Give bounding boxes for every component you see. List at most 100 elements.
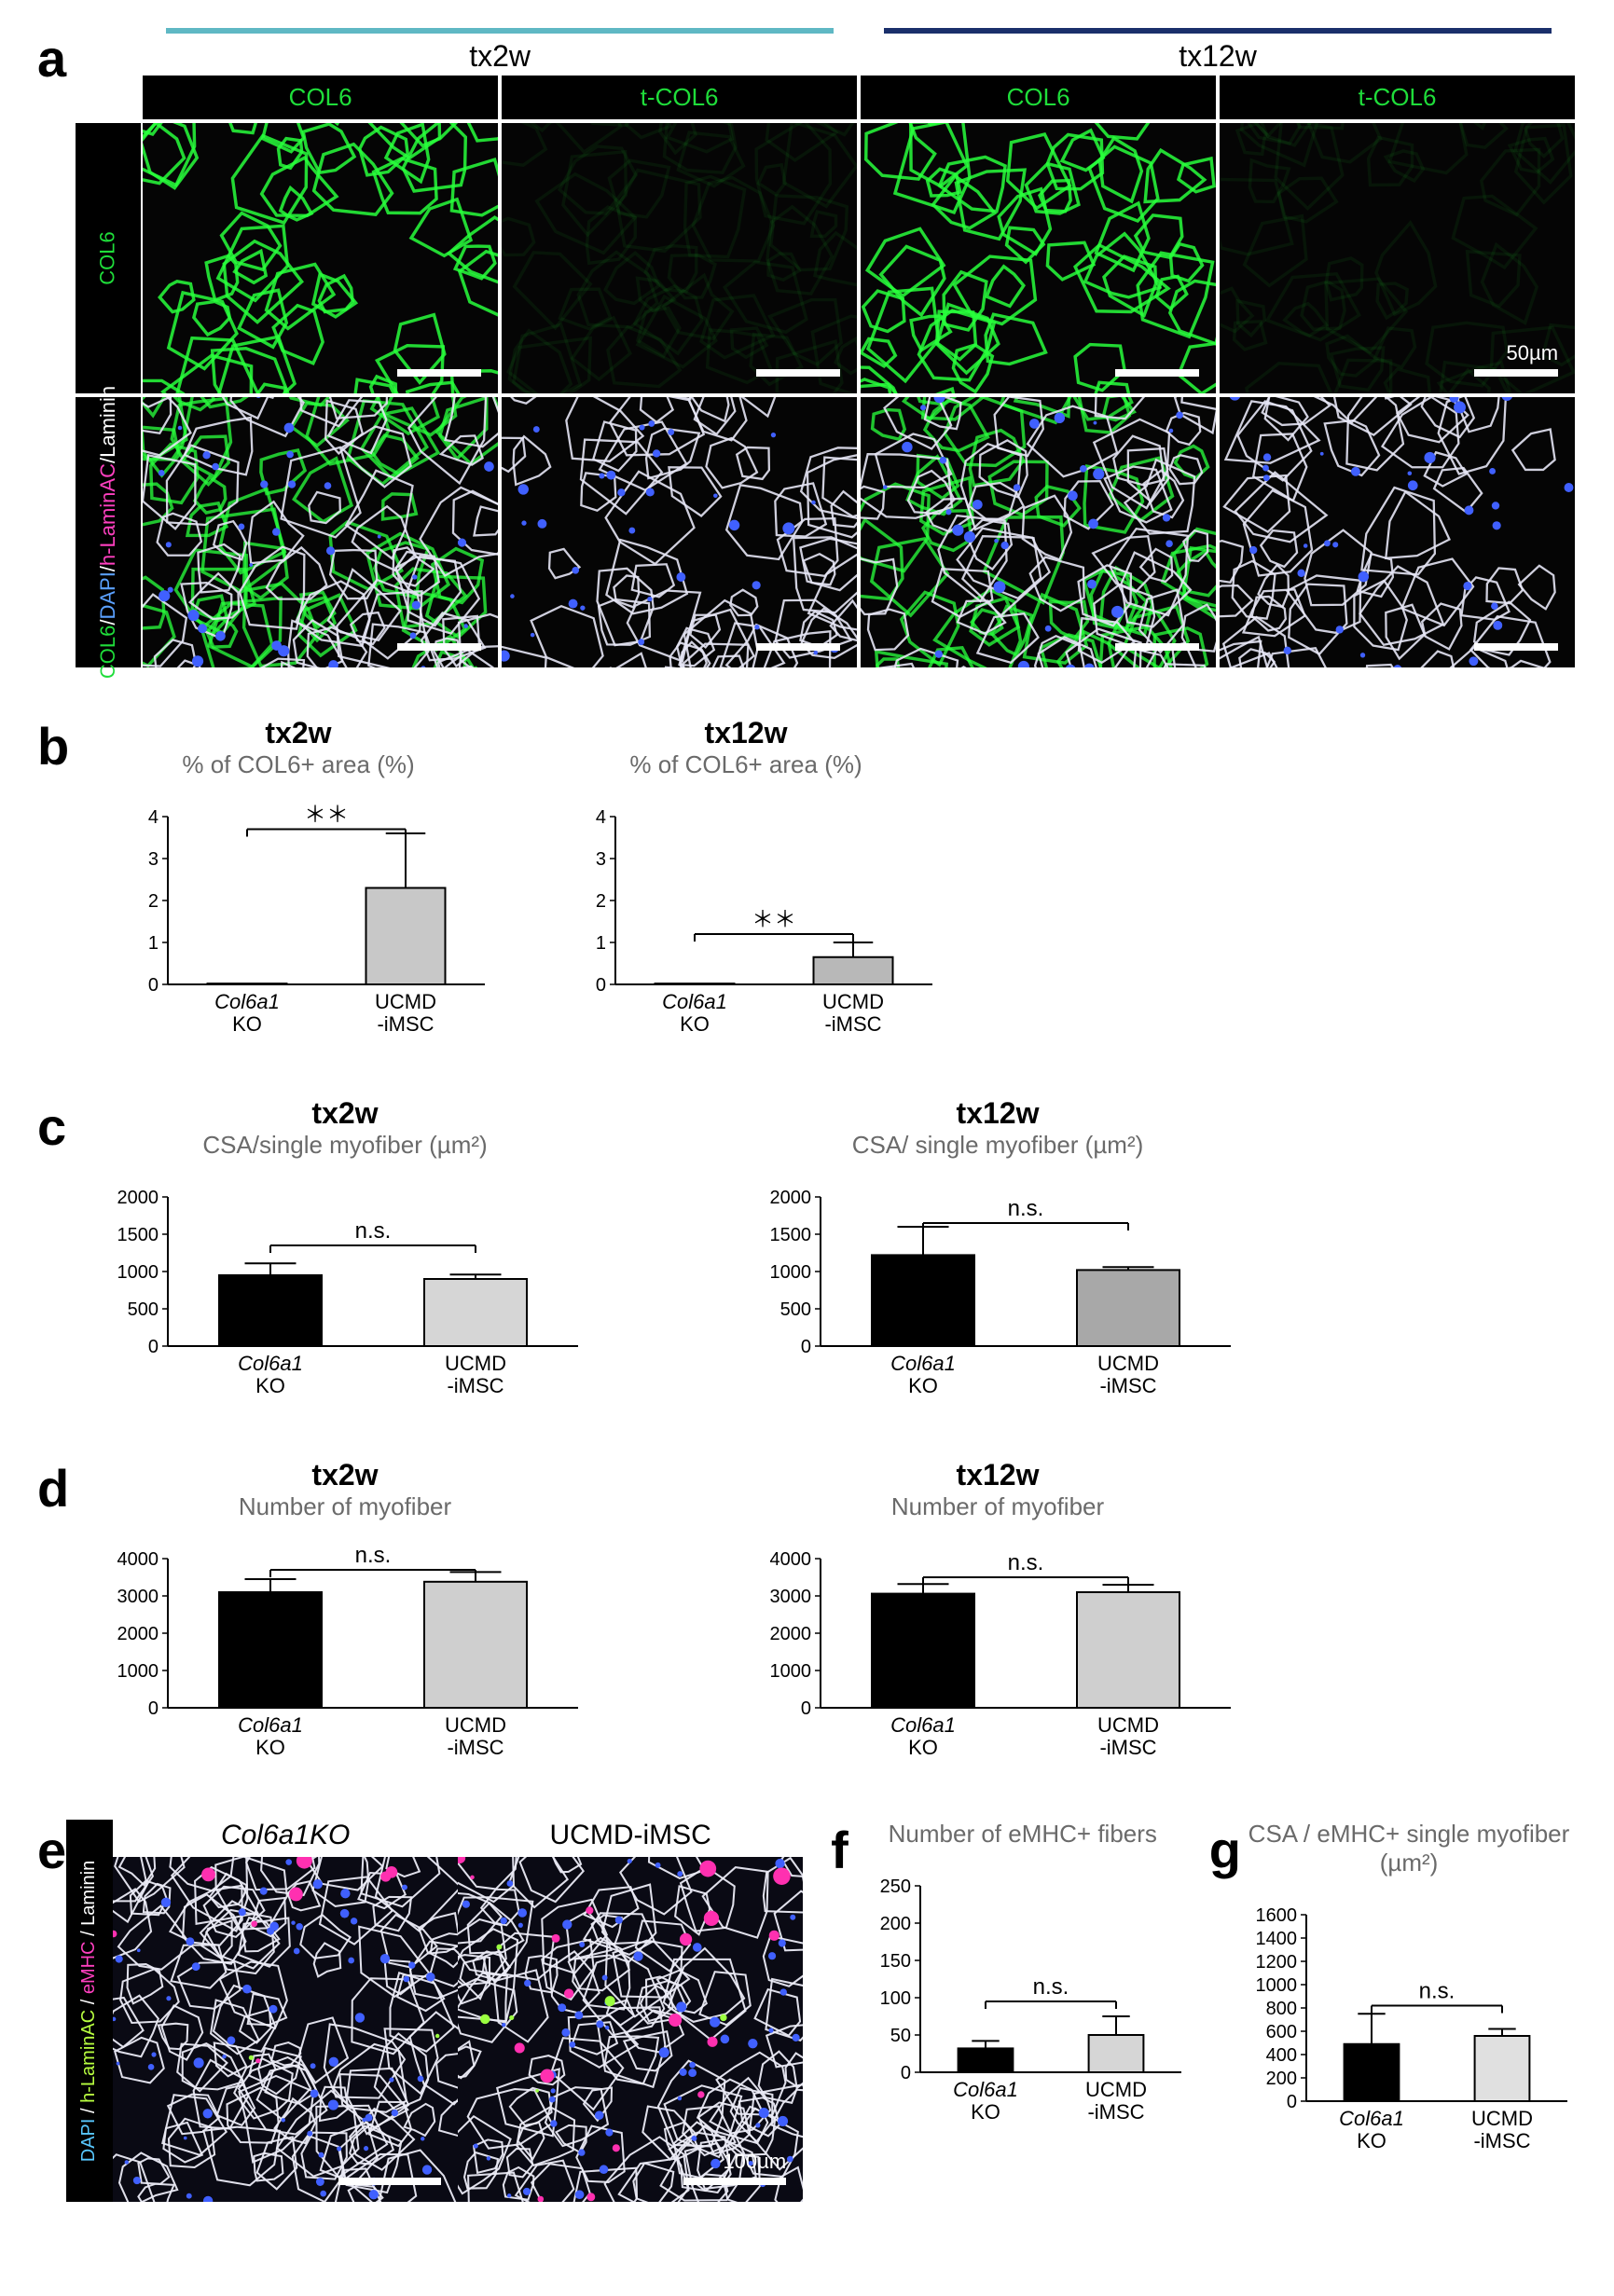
micrograph: [143, 397, 498, 667]
column-headers: COL6t-COL6COL6t-COL6: [141, 74, 1577, 121]
svg-text:-iMSC: -iMSC: [1087, 2100, 1144, 2124]
svg-text:1000: 1000: [1256, 1975, 1298, 1996]
micrograph: [1220, 397, 1575, 667]
svg-text:KO: KO: [232, 1012, 262, 1036]
svg-text:1200: 1200: [1256, 1952, 1298, 1973]
svg-text:2000: 2000: [117, 1188, 159, 1208]
svg-text:100: 100: [879, 1988, 910, 2009]
chart-block: CSA / eMHC+ single myofiber (µm²) 020040…: [1241, 1820, 1577, 2166]
svg-text:＊＊: ＊＊: [304, 803, 349, 828]
chart-title: tx2w: [103, 716, 494, 750]
svg-text:1000: 1000: [770, 1262, 812, 1283]
svg-text:0: 0: [1287, 2092, 1297, 2112]
panel-e: DAPI / h-LaminAC / eMHC / Laminin Col6a1…: [66, 1820, 803, 2202]
svg-text:2: 2: [148, 891, 159, 912]
panel-e-column: Col6a1KO: [113, 1820, 458, 2202]
chart-subtitle: CSA/single myofiber (µm²): [103, 1131, 587, 1160]
svg-text:KO: KO: [680, 1012, 710, 1036]
svg-text:400: 400: [1266, 2045, 1297, 2066]
bar-chart-svg: 0500100015002000Col6a1KOUCMD-iMSCn.s.: [755, 1169, 1240, 1411]
chart-title: tx12w: [550, 716, 942, 750]
figure-root: a tx2w tx12w COL6t-COL6COL6t-COL6 COL6 C…: [0, 0, 1614, 2230]
micrograph: [502, 123, 857, 393]
svg-text:1400: 1400: [1256, 1929, 1298, 1949]
bar-chart-svg: 050100150200250Col6a1KOUCMD-iMSCn.s.: [855, 1858, 1191, 2138]
chart-block: tx12w Number of myofiber 010002000300040…: [755, 1458, 1240, 1773]
svg-text:1500: 1500: [117, 1225, 159, 1245]
panel-e-side-label: DAPI / h-LaminAC / eMHC / Laminin: [66, 1820, 113, 2202]
column-header: t-COL6: [1220, 76, 1575, 119]
chart-block: tx2w % of COL6+ area (%) 01234Col6a1KOUC…: [103, 716, 494, 1050]
chart-title: tx12w: [755, 1458, 1240, 1492]
svg-text:150: 150: [879, 1951, 910, 1972]
chart-block: tx12w CSA/ single myofiber (µm²) 0500100…: [755, 1096, 1240, 1411]
row2-label: COL6/DAPI/h-LaminAC/Laminin: [76, 397, 141, 667]
svg-text:2000: 2000: [770, 1188, 812, 1208]
svg-text:-iMSC: -iMSC: [824, 1012, 881, 1036]
svg-text:1000: 1000: [770, 1661, 812, 1682]
svg-text:1000: 1000: [117, 1262, 159, 1283]
svg-text:-iMSC: -iMSC: [1099, 1736, 1156, 1759]
svg-text:200: 200: [879, 1914, 910, 1934]
panel-g-chart: CSA / eMHC+ single myofiber (µm²) 020040…: [1241, 1820, 1577, 2166]
svg-text:-iMSC: -iMSC: [1099, 1374, 1156, 1397]
svg-text:UCMD: UCMD: [822, 990, 884, 1013]
svg-text:0: 0: [801, 1698, 811, 1719]
svg-text:UCMD: UCMD: [1097, 1352, 1159, 1375]
panel-e-column: UCMD-iMSC 100µm: [458, 1820, 803, 2202]
chart-subtitle: Number of eMHC+ fibers: [855, 1820, 1191, 1849]
panel-g-letter: g: [1209, 1820, 1241, 1880]
bar-chart-svg: 01234Col6a1KOUCMD-iMSC＊＊: [550, 789, 942, 1050]
chart-subtitle: CSA / eMHC+ single myofiber (µm²): [1241, 1820, 1577, 1877]
svg-text:4000: 4000: [770, 1549, 812, 1570]
chart-subtitle: % of COL6+ area (%): [550, 750, 942, 779]
bar-chart-svg: 01234Col6a1KOUCMD-iMSC＊＊: [103, 789, 494, 1050]
micrograph: [861, 123, 1216, 393]
micrograph: 50µm: [1220, 123, 1575, 393]
svg-text:n.s.: n.s.: [1008, 1550, 1044, 1575]
svg-text:1500: 1500: [770, 1225, 812, 1245]
svg-text:＊＊: ＊＊: [752, 907, 796, 932]
svg-text:UCMD: UCMD: [445, 1713, 506, 1737]
svg-text:3: 3: [148, 849, 159, 870]
svg-text:0: 0: [148, 1337, 159, 1357]
svg-text:1: 1: [148, 933, 159, 954]
chart-title: tx12w: [755, 1096, 1240, 1131]
svg-text:-iMSC: -iMSC: [1473, 2129, 1530, 2152]
svg-text:n.s.: n.s.: [355, 1218, 392, 1244]
micrograph-grid: COL6 COL6/DAPI/h-LaminAC/Laminin 50µm: [76, 121, 1577, 669]
chart-block: Number of eMHC+ fibers 050100150200250Co…: [855, 1820, 1191, 2138]
micrograph: [143, 123, 498, 393]
svg-text:Col6a1: Col6a1: [238, 1352, 303, 1375]
svg-text:KO: KO: [908, 1374, 938, 1397]
svg-text:KO: KO: [908, 1736, 938, 1759]
bar-chart-svg: 01000200030004000Col6a1KOUCMD-iMSCn.s.: [755, 1531, 1240, 1773]
column-header: COL6: [143, 76, 498, 119]
svg-text:KO: KO: [1357, 2129, 1386, 2152]
svg-text:2: 2: [596, 891, 606, 912]
condition-group: tx2w: [141, 28, 859, 74]
svg-text:Col6a1: Col6a1: [890, 1352, 956, 1375]
svg-text:800: 800: [1266, 1999, 1297, 2019]
bar-chart-svg: 0500100015002000Col6a1KOUCMD-iMSCn.s.: [103, 1169, 587, 1411]
svg-text:1: 1: [596, 933, 606, 954]
svg-text:Col6a1: Col6a1: [953, 2078, 1018, 2101]
svg-text:4000: 4000: [117, 1549, 159, 1570]
svg-text:500: 500: [780, 1299, 811, 1320]
svg-text:1000: 1000: [117, 1661, 159, 1682]
row1-label: COL6: [76, 123, 141, 393]
panel-f-chart: Number of eMHC+ fibers 050100150200250Co…: [855, 1820, 1191, 2138]
panel-d-charts: tx2w Number of myofiber 0100020003000400…: [103, 1458, 1240, 1773]
svg-text:UCMD: UCMD: [1097, 1713, 1159, 1737]
chart-subtitle: Number of myofiber: [755, 1492, 1240, 1521]
svg-text:Col6a1: Col6a1: [1339, 2107, 1404, 2130]
condition-bars: tx2w tx12w: [141, 28, 1577, 74]
svg-text:50: 50: [890, 2026, 911, 2046]
svg-text:n.s.: n.s.: [1008, 1196, 1044, 1221]
svg-text:UCMD: UCMD: [1471, 2107, 1533, 2130]
panel-e-letter: e: [37, 1820, 66, 1880]
svg-text:0: 0: [148, 1698, 159, 1719]
svg-text:250: 250: [879, 1877, 910, 1897]
svg-text:-iMSC: -iMSC: [447, 1374, 504, 1397]
svg-text:Col6a1: Col6a1: [890, 1713, 956, 1737]
